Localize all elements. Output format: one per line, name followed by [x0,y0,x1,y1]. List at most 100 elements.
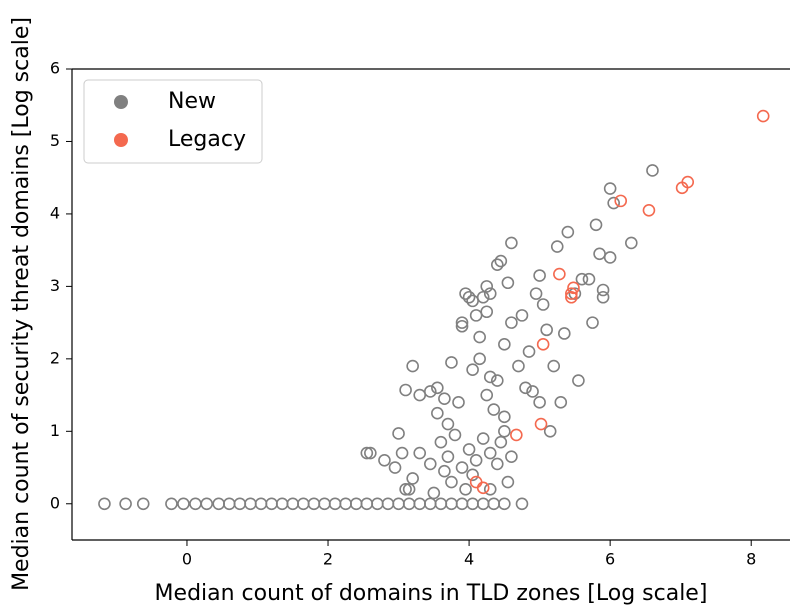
data-point [413,446,427,460]
data-point [406,359,419,373]
data-point [438,464,451,478]
data-point [501,475,515,489]
data-point [360,446,374,460]
data-point [469,453,483,467]
data-point [371,497,384,511]
data-point [441,450,455,463]
legend-marker [114,95,128,109]
data-point [480,388,494,402]
data-point [603,182,617,195]
y-tick-label: 0 [50,493,60,512]
data-point [476,497,490,511]
data-point [275,497,289,511]
data-point [646,164,659,177]
data-point [233,497,247,511]
data-point [498,425,511,438]
data-point [466,363,479,377]
y-axis-label: Median count of security threat domains … [9,17,34,591]
data-point [505,236,518,250]
y-tick-label: 2 [50,348,60,367]
data-point [483,287,497,300]
data-point [476,290,490,304]
data-point [381,497,395,511]
data-point [395,446,409,460]
data-point [455,316,469,329]
data-point [452,396,465,409]
y-tick-label: 5 [50,131,60,150]
data-point [490,258,504,271]
data-point [189,497,202,511]
x-tick-label: 2 [323,550,333,569]
data-point [558,327,571,340]
data-point [473,352,486,366]
x-tick-label: 0 [182,550,192,569]
data-point [501,276,515,290]
data-point [177,497,190,511]
data-point [675,181,689,195]
data-point [490,457,504,471]
data-point [466,468,479,482]
data-point [339,497,352,511]
data-point [505,316,518,329]
data-point [543,425,557,438]
data-point [378,453,391,467]
legend-marker [114,133,128,147]
data-point [441,417,455,431]
data-point [399,383,412,397]
data-point [515,497,529,511]
data-point [318,497,331,511]
data-point [540,323,553,337]
data-point [483,482,497,496]
data-point [455,461,469,474]
data-point [476,432,490,445]
data-point [510,428,523,442]
y-tick-label: 6 [50,59,60,78]
data-point [438,392,451,406]
data-point [565,287,578,300]
data-point [522,345,536,358]
data-point [589,218,603,232]
data-point [536,338,550,351]
data-point [349,497,363,511]
data-point [572,374,585,387]
data-point [423,497,437,511]
data-point [434,497,448,511]
data-point [392,427,405,440]
data-point [413,388,427,402]
data-point [480,280,494,293]
data-point [165,497,178,511]
data-point [526,385,539,398]
data-point [462,443,476,456]
data-point [603,251,617,264]
data-point [554,396,568,409]
data-point [448,428,462,442]
data-point [607,196,620,210]
data-point [586,316,599,329]
data-point [487,403,501,416]
data-point [402,497,416,511]
data-point [512,359,525,373]
data-point [402,482,416,496]
data-point [328,497,342,511]
data-point [431,406,444,420]
data-point [212,497,226,511]
data-point [614,194,628,208]
y-tick-label: 3 [50,276,60,295]
data-point [483,370,497,384]
data-point [567,281,580,295]
data-point [593,247,606,261]
x-axis-label: Median count of domains in TLD zones [Lo… [155,581,708,606]
data-point [462,290,476,304]
data-point [307,497,321,511]
data-point [413,497,427,511]
data-point [200,497,214,511]
data-point [533,396,546,409]
data-point [455,497,469,511]
data-point [483,446,497,460]
data-point [431,381,444,395]
data-point [625,236,638,250]
data-point [642,204,656,217]
data-point [388,461,402,474]
y-tick-label: 1 [50,421,60,440]
